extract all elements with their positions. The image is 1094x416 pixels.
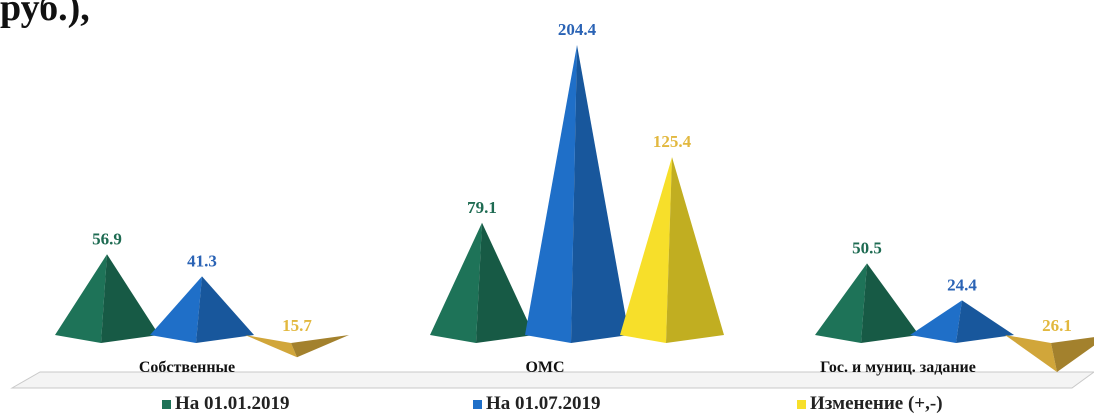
pyramid-s2-c1 <box>150 276 254 343</box>
pyramid-face-right <box>1051 337 1094 373</box>
pyramid-s2-c2 <box>525 45 629 343</box>
category-label-1: Собственные <box>139 359 235 376</box>
category-floor <box>10 371 1094 389</box>
pyramid-s3-c3 <box>1005 335 1094 373</box>
category-label-3: Гос. и муниц. задание <box>820 359 976 376</box>
pyramid-face-right <box>571 45 629 343</box>
legend-item-2: На 01.07.2019 <box>473 393 601 415</box>
data-label-s2-c3: 24.4 <box>947 275 977 294</box>
legend-swatch-2 <box>473 399 482 409</box>
data-label-s3-c3: 26.1 <box>1042 316 1072 335</box>
pyramid-face-left <box>815 263 867 343</box>
legend-swatch-1 <box>162 399 171 409</box>
data-label-s1-c3: 50.5 <box>852 238 882 257</box>
legend-item-1: На 01.01.2019 <box>162 393 290 415</box>
category-label-2: ОМС <box>525 359 564 376</box>
pyramid-s1-c3 <box>815 263 919 343</box>
pyramid-s1-c1 <box>55 254 159 343</box>
legend-label-3: Изменение (+,-) <box>810 393 943 414</box>
pyramid-s2-c3 <box>910 300 1014 343</box>
legend-label-1: На 01.01.2019 <box>175 393 290 414</box>
pyramid-face-right <box>956 300 1014 343</box>
legend-swatch-3 <box>797 399 806 409</box>
pyramid-face-left <box>525 45 577 343</box>
data-label-s2-c1: 41.3 <box>187 251 217 270</box>
pyramid-face-right <box>101 254 159 343</box>
legend-label-2: На 01.07.2019 <box>486 393 601 414</box>
pyramid-s1-c2 <box>430 222 534 343</box>
pyramid-face-right <box>291 335 349 358</box>
pyramid-face-left <box>910 300 962 343</box>
pyramid-face-left <box>245 335 297 358</box>
pyramid-face-left <box>55 254 107 343</box>
pyramid-face-right <box>476 222 534 343</box>
data-label-s1-c2: 79.1 <box>467 198 497 217</box>
pyramid-face-left <box>1005 335 1057 373</box>
pyramid-face-left <box>150 276 202 343</box>
pyramid-face-left <box>620 157 672 343</box>
pyramid-s3-c1 <box>245 335 349 358</box>
data-label-s1-c1: 56.9 <box>92 229 122 248</box>
legend: На 01.01.2019 На 01.07.2019 Изменение (+… <box>0 393 1094 415</box>
pyramid-face-right <box>861 263 919 343</box>
data-label-s3-c2: 125.4 <box>653 132 692 151</box>
header-fragment: руб.), <box>0 0 90 29</box>
pyramid-face-right <box>196 276 254 343</box>
data-label-s3-c1: 15.7 <box>282 316 312 335</box>
pyramid-face-right <box>666 157 724 343</box>
data-label-s2-c2: 204.4 <box>558 20 597 39</box>
legend-item-3: Изменение (+,-) <box>797 393 943 415</box>
pyramid-face-left <box>430 222 482 343</box>
pyramid-s3-c2 <box>620 157 724 343</box>
